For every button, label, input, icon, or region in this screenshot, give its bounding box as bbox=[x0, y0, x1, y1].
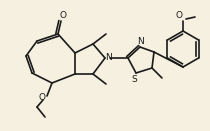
Text: S: S bbox=[131, 75, 137, 83]
Text: N: N bbox=[138, 37, 144, 45]
Text: O: O bbox=[59, 12, 67, 20]
Text: O: O bbox=[38, 94, 46, 102]
Text: N: N bbox=[106, 53, 112, 62]
Text: O: O bbox=[176, 12, 182, 20]
